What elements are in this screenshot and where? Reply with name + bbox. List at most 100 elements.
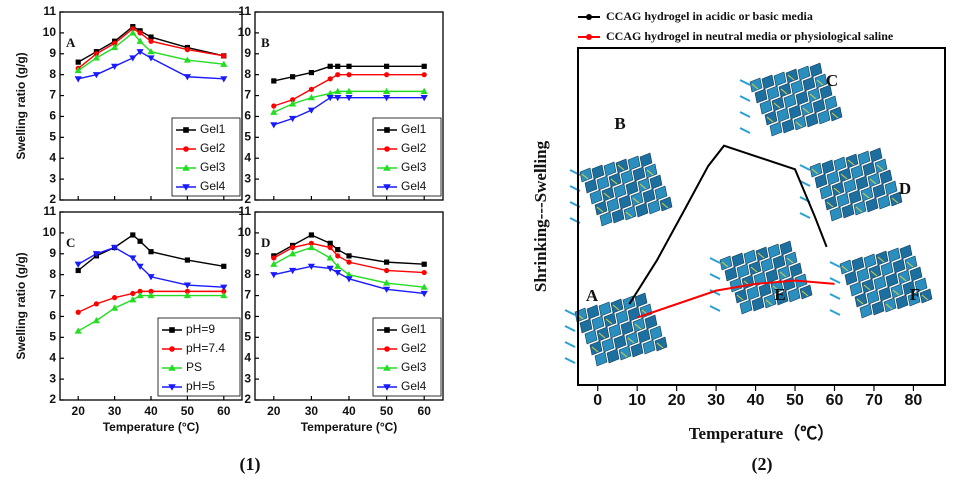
- hydrogel-cell: [838, 167, 852, 183]
- hydrogel-cell: [878, 286, 892, 302]
- hydrogel-fiber: [847, 159, 855, 166]
- data-point: [92, 317, 100, 324]
- y-tick-label: 5: [49, 330, 56, 344]
- hydrogel-fiber: [869, 178, 877, 185]
- data-point: [290, 97, 296, 103]
- hydrogel-cell: [586, 304, 600, 320]
- hydrogel-arrow: [564, 341, 576, 348]
- hydrogel-arrow: [739, 111, 751, 118]
- y-tick-label: 3: [49, 171, 56, 185]
- x-tick-label: 20: [267, 404, 281, 418]
- hydrogel-fiber: [885, 303, 893, 310]
- data-point: [147, 274, 155, 281]
- legend-marker: [183, 127, 189, 133]
- hydrogel-arrow: [564, 357, 576, 364]
- hydrogel-cell: [869, 147, 883, 163]
- hydrogel-cell: [892, 258, 906, 274]
- legend-marker: [383, 164, 391, 171]
- data-point: [130, 26, 136, 32]
- hydrogel-cell: [824, 195, 838, 211]
- series-line: [273, 234, 425, 265]
- hydrogel-cell: [883, 297, 897, 313]
- hydrogel-cell: [899, 244, 913, 260]
- hydrogel-fiber: [646, 169, 654, 176]
- hydrogel-fiber: [610, 178, 618, 185]
- y-tick-label: 5: [49, 130, 56, 144]
- data-point: [74, 66, 82, 74]
- data-point: [129, 255, 137, 262]
- hydrogel-cell: [613, 334, 627, 350]
- x-tick-label: 30: [305, 404, 319, 418]
- data-point: [334, 95, 342, 102]
- data-point: [93, 51, 99, 57]
- data-point: [111, 43, 119, 51]
- data-point: [136, 263, 144, 270]
- point-label: A: [586, 286, 599, 305]
- hydrogel-cell: [644, 314, 658, 330]
- data-point: [307, 94, 315, 101]
- legend-marker: [169, 327, 175, 333]
- data-point: [137, 288, 143, 294]
- data-point: [93, 301, 99, 307]
- data-point: [420, 283, 428, 290]
- hydrogel-cell: [861, 278, 875, 294]
- data-point: [327, 244, 333, 251]
- hydrogel-cell: [845, 153, 859, 169]
- hydrogel-cell: [831, 181, 845, 197]
- hydrogel-cell: [613, 183, 627, 199]
- hydrogel-fiber: [605, 318, 613, 325]
- hydrogel-cell: [584, 178, 598, 194]
- hydrogel-cell: [807, 87, 821, 103]
- data-point: [221, 288, 227, 294]
- series-line: [77, 246, 224, 288]
- legend-label: pH=7.4: [186, 341, 225, 355]
- y-tick-label: 7: [244, 88, 251, 102]
- data-point: [335, 247, 341, 253]
- data-point: [220, 291, 228, 299]
- hydrogel-fiber: [750, 266, 758, 273]
- data-point: [308, 240, 314, 246]
- hydrogel-cell: [579, 167, 593, 183]
- legend-marker: [383, 364, 391, 371]
- y-tick-label: 3: [244, 171, 251, 185]
- y-tick-label: 5: [244, 130, 251, 144]
- data-point: [129, 296, 137, 303]
- data-point: [421, 261, 427, 267]
- legend-label: CCAG hydrogel in neutral media or physio…: [606, 29, 894, 43]
- hydrogel-cell: [787, 287, 801, 303]
- hydrogel-fiber: [899, 275, 907, 282]
- hydrogel-cell: [764, 110, 778, 126]
- data-point: [384, 72, 390, 78]
- series-line: [273, 73, 425, 107]
- legend-label: Gel3: [401, 160, 427, 174]
- x-tick-label: 30: [707, 392, 725, 409]
- hydrogel-cell: [765, 268, 779, 284]
- hydrogel-arrow: [799, 164, 811, 171]
- hydrogel-cell: [795, 90, 809, 106]
- data-point: [92, 251, 100, 258]
- hydrogel-cell: [788, 104, 802, 120]
- data-point: [129, 55, 137, 62]
- x-tick-label: 60: [217, 404, 231, 418]
- hydrogel-cell: [851, 256, 865, 272]
- hydrogel-fiber: [809, 93, 817, 100]
- data-point: [111, 304, 119, 311]
- legend-label: Gel3: [401, 360, 427, 374]
- hydrogel-arrow: [709, 273, 721, 280]
- data-point: [335, 72, 341, 78]
- hydrogel-cell: [611, 208, 625, 224]
- legend-label: Gel2: [200, 141, 226, 155]
- legend-marker: [383, 184, 391, 191]
- hydrogel-cell: [809, 162, 823, 178]
- hydrogel-cell: [606, 197, 620, 213]
- hydrogel-arrow: [799, 212, 811, 219]
- data-point: [420, 87, 428, 94]
- hydrogel-cell: [777, 265, 791, 281]
- point-label: F: [910, 285, 920, 304]
- hydrogel-fiber: [841, 265, 849, 272]
- hydrogel-icon: [564, 292, 668, 367]
- data-point: [129, 29, 137, 36]
- hydrogel-fiber: [620, 351, 628, 358]
- data-point: [420, 290, 428, 298]
